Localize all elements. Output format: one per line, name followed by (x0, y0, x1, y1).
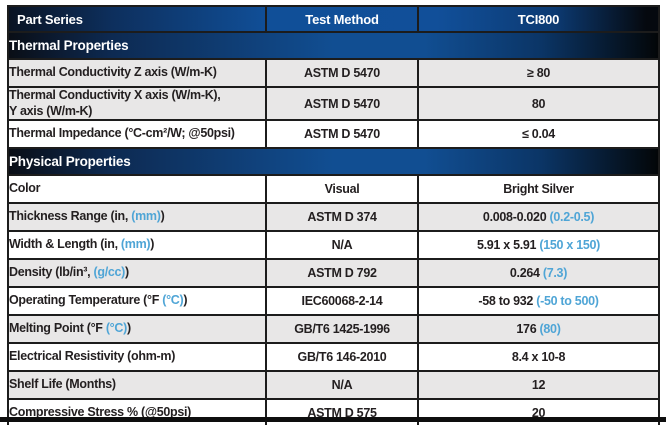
property-label: Thickness Range (in, (9, 209, 132, 224)
property-label: Thermal Conductivity X axis (W/m-K), Y a… (9, 88, 221, 118)
property-cell: Color (7, 174, 267, 205)
table-row: Color Visual Bright Silver (7, 174, 660, 205)
value-imperial: 0.264 (509, 266, 543, 281)
value-imperial: -58 to 932 (478, 294, 537, 309)
value-imperial: 5.91 x 5.91 (476, 238, 540, 253)
property-cell: Shelf Life (Months) (7, 370, 267, 401)
property-cell: Density (lb/in³, (g/cc)) (7, 258, 267, 289)
property-label: Color (9, 181, 41, 196)
property-label-suffix: ) (150, 237, 155, 252)
value-imperial: 176 (516, 322, 540, 337)
table-row: Thickness Range (in, (mm)) ASTM D 374 0.… (7, 202, 660, 233)
table-row: Electrical Resistivity (ohm-m) GB/T6 146… (7, 342, 660, 373)
method-cell: GB/T6 146-2010 (265, 342, 419, 373)
property-cell: Thickness Range (in, (mm)) (7, 202, 267, 233)
value-cell: 5.91 x 5.91 (150 x 150) (417, 230, 660, 261)
table-row: Melting Point (°F (°C)) GB/T6 1425-1996 … (7, 314, 660, 345)
table-row: Shelf Life (Months) N/A 12 (7, 370, 660, 401)
method-cell: GB/T6 1425-1996 (265, 314, 419, 345)
value-cell: 0.008-0.020 (0.2-0.5) (417, 202, 660, 233)
value-metric: (0.2-0.5) (549, 210, 595, 225)
column-header-test-method: Test Method (265, 5, 419, 33)
property-label-metric: (mm) (120, 237, 151, 252)
value-cell: 176 (80) (417, 314, 660, 345)
method-cell: ASTM D 792 (265, 258, 419, 289)
method-cell: Visual (265, 174, 419, 205)
value-cell: 80 (417, 85, 660, 122)
method-cell: ASTM D 5470 (265, 58, 419, 88)
property-cell: Compressive Stress % (@50psi) (7, 398, 267, 425)
section-title: Physical Properties (7, 147, 660, 177)
bottom-divider (0, 417, 666, 422)
table-row: Width & Length (in, (mm)) N/A 5.91 x 5.9… (7, 230, 660, 261)
table-header-row: Part Series Test Method TCI800 (7, 5, 660, 33)
property-cell: Thermal Conductivity X axis (W/m-K), Y a… (7, 85, 267, 122)
section-header-physical: Physical Properties (7, 147, 660, 177)
property-label-metric: (mm) (131, 209, 161, 224)
method-cell: ASTM D 374 (265, 202, 419, 233)
value-cell: 0.264 (7.3) (417, 258, 660, 289)
value-metric: (7.3) (542, 266, 568, 281)
property-cell: Operating Temperature (°F (°C)) (7, 286, 267, 317)
property-cell: Electrical Resistivity (ohm-m) (7, 342, 267, 373)
property-label-suffix: ) (183, 293, 188, 308)
table-row: Thermal Impedance (°C-cm²/W; @50psi) AST… (7, 119, 660, 150)
property-cell: Width & Length (in, (mm)) (7, 230, 267, 261)
property-label-metric: (°C) (105, 321, 127, 336)
property-label: Melting Point (°F (9, 321, 106, 336)
table-row: Operating Temperature (°F (°C)) IEC60068… (7, 286, 660, 317)
value-metric: (80) (539, 322, 561, 337)
section-header-thermal: Thermal Properties (7, 31, 660, 60)
method-cell: ASTM D 5470 (265, 85, 419, 122)
property-label: Compressive Stress % (@50psi) (9, 405, 192, 420)
property-label-metric: (g/cc) (93, 265, 126, 280)
section-title: Thermal Properties (7, 31, 660, 60)
column-header-part-series: Part Series (7, 5, 267, 33)
value-cell: -58 to 932 (-50 to 500) (417, 286, 660, 317)
property-label: Thermal Impedance (°C-cm²/W; @50psi) (9, 126, 235, 141)
table-row: Thermal Conductivity X axis (W/m-K), Y a… (7, 85, 660, 122)
table-row: Density (lb/in³, (g/cc)) ASTM D 792 0.26… (7, 258, 660, 289)
value-metric: (-50 to 500) (536, 294, 599, 309)
properties-table: Part Series Test Method TCI800 Thermal P… (7, 5, 660, 425)
property-cell: Thermal Impedance (°C-cm²/W; @50psi) (7, 119, 267, 150)
method-cell: N/A (265, 230, 419, 261)
value-imperial: 0.008-0.020 (482, 210, 550, 225)
value-cell: 12 (417, 370, 660, 401)
value-cell: Bright Silver (417, 174, 660, 205)
property-cell: Thermal Conductivity Z axis (W/m-K) (7, 58, 267, 88)
property-label: Electrical Resistivity (ohm-m) (9, 349, 176, 364)
property-label-suffix: ) (160, 209, 165, 224)
value-cell: 8.4 x 10-8 (417, 342, 660, 373)
property-label: Thermal Conductivity Z axis (W/m-K) (9, 65, 217, 80)
property-label: Width & Length (in, (9, 237, 121, 252)
method-cell: IEC60068-2-14 (265, 286, 419, 317)
method-cell: ASTM D 5470 (265, 119, 419, 150)
property-label-suffix: ) (126, 321, 131, 336)
value-metric: (150 x 150) (539, 238, 601, 253)
property-label-metric: (°C) (162, 293, 184, 308)
value-cell: ≤ 0.04 (417, 119, 660, 150)
property-cell: Melting Point (°F (°C)) (7, 314, 267, 345)
property-label-suffix: ) (125, 265, 129, 280)
property-label: Density (lb/in³, (9, 265, 94, 280)
column-header-product: TCI800 (417, 5, 660, 33)
property-label: Shelf Life (Months) (9, 377, 116, 392)
table-row: Thermal Conductivity Z axis (W/m-K) ASTM… (7, 58, 660, 88)
value-cell: ≥ 80 (417, 58, 660, 88)
method-cell: N/A (265, 370, 419, 401)
property-label: Operating Temperature (°F (9, 293, 163, 308)
